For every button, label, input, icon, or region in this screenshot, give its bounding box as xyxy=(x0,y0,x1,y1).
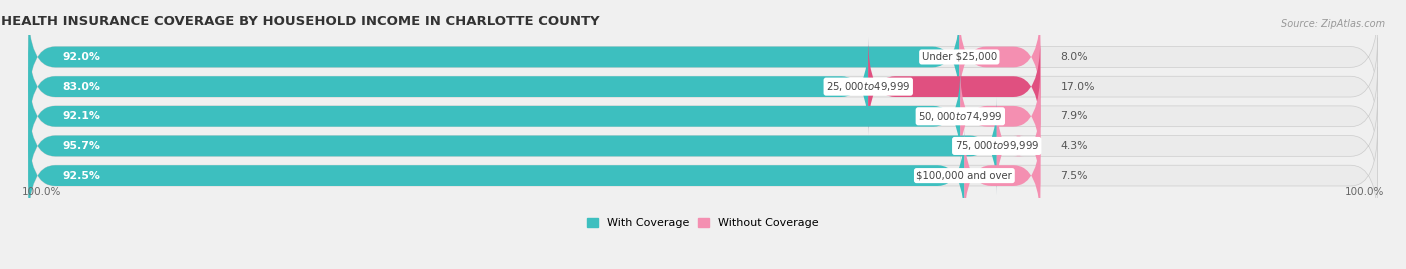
Text: HEALTH INSURANCE COVERAGE BY HOUSEHOLD INCOME IN CHARLOTTE COUNTY: HEALTH INSURANCE COVERAGE BY HOUSEHOLD I… xyxy=(1,15,600,28)
FancyBboxPatch shape xyxy=(28,67,960,165)
Text: 95.7%: 95.7% xyxy=(62,141,100,151)
Text: 100.0%: 100.0% xyxy=(1346,187,1385,197)
Text: 83.0%: 83.0% xyxy=(62,82,100,92)
FancyBboxPatch shape xyxy=(960,67,1040,165)
FancyBboxPatch shape xyxy=(28,8,959,106)
Text: $75,000 to $99,999: $75,000 to $99,999 xyxy=(955,139,1039,153)
FancyBboxPatch shape xyxy=(28,127,1378,225)
Text: $50,000 to $74,999: $50,000 to $74,999 xyxy=(918,110,1002,123)
Text: Under $25,000: Under $25,000 xyxy=(922,52,997,62)
Text: 92.1%: 92.1% xyxy=(62,111,100,121)
FancyBboxPatch shape xyxy=(868,38,1040,136)
FancyBboxPatch shape xyxy=(28,38,1378,136)
Text: $100,000 and over: $100,000 and over xyxy=(917,171,1012,180)
FancyBboxPatch shape xyxy=(28,97,1378,195)
FancyBboxPatch shape xyxy=(28,67,1378,165)
Text: 100.0%: 100.0% xyxy=(21,187,60,197)
FancyBboxPatch shape xyxy=(28,8,1378,106)
FancyBboxPatch shape xyxy=(28,38,869,136)
FancyBboxPatch shape xyxy=(959,8,1040,106)
Text: Source: ZipAtlas.com: Source: ZipAtlas.com xyxy=(1281,19,1385,29)
FancyBboxPatch shape xyxy=(997,97,1040,195)
Text: 4.3%: 4.3% xyxy=(1060,141,1088,151)
Text: 7.9%: 7.9% xyxy=(1060,111,1088,121)
Text: 8.0%: 8.0% xyxy=(1060,52,1088,62)
Text: 92.0%: 92.0% xyxy=(62,52,100,62)
FancyBboxPatch shape xyxy=(965,127,1040,225)
Text: 7.5%: 7.5% xyxy=(1060,171,1088,180)
Text: $25,000 to $49,999: $25,000 to $49,999 xyxy=(827,80,911,93)
Legend: With Coverage, Without Coverage: With Coverage, Without Coverage xyxy=(588,218,818,228)
Text: 17.0%: 17.0% xyxy=(1060,82,1095,92)
Text: 92.5%: 92.5% xyxy=(62,171,100,180)
FancyBboxPatch shape xyxy=(28,97,997,195)
FancyBboxPatch shape xyxy=(28,127,965,225)
